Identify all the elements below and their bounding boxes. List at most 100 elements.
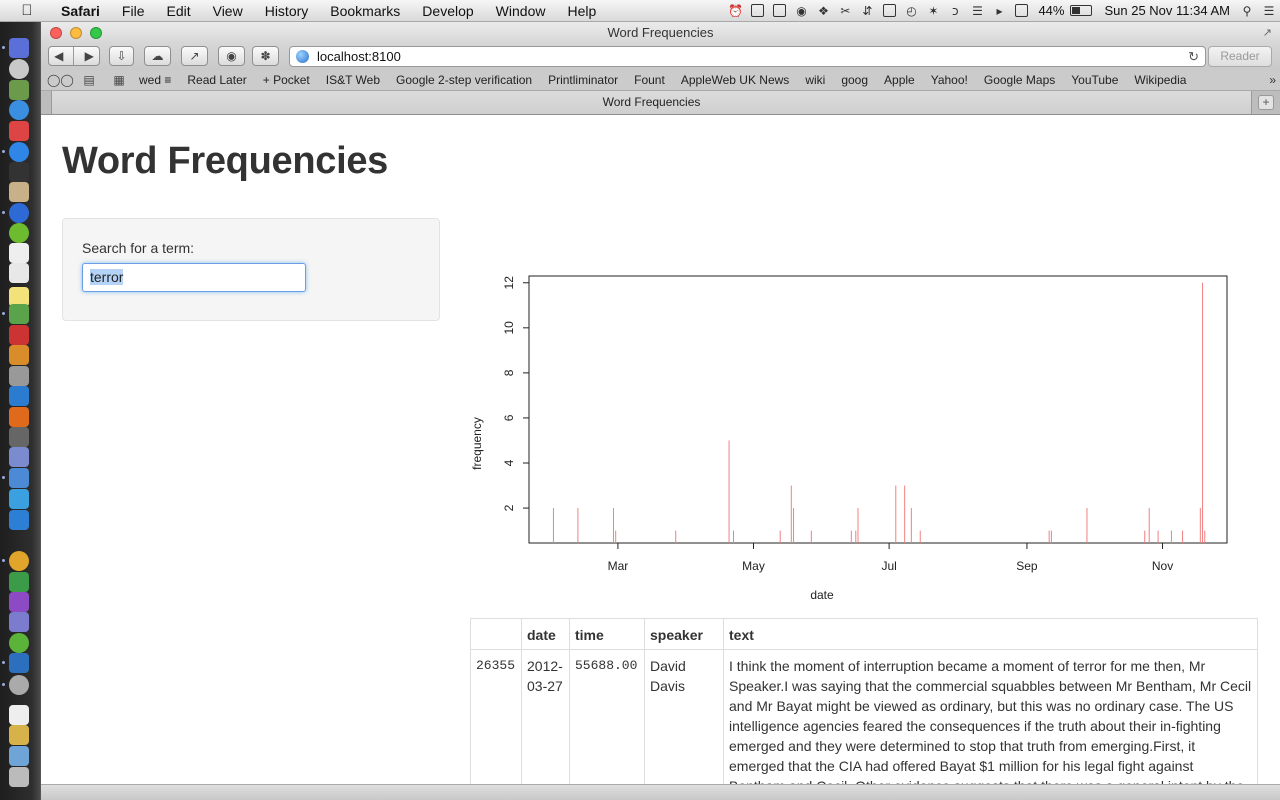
contacts-dock-icon[interactable] <box>9 182 29 202</box>
bookmark-wed[interactable]: wed ≡ <box>139 73 172 87</box>
column-header-text[interactable]: text <box>723 618 1258 650</box>
top-sites-grid-icon[interactable]: ▦ <box>113 73 125 87</box>
xcode-dock-icon[interactable] <box>2 468 29 488</box>
spotlight-search-icon[interactable]: ⚲ <box>1242 3 1252 18</box>
mail-dock-icon[interactable] <box>9 510 29 530</box>
volume-icon[interactable]: ▸ <box>996 3 1003 18</box>
bookmark-printliminator[interactable]: Printliminator <box>548 73 619 87</box>
media-dock-icon[interactable] <box>9 612 29 632</box>
reminders-dock-icon[interactable] <box>9 263 29 283</box>
bluetooth-icon[interactable]: כ <box>952 3 959 18</box>
bookmark-wiki[interactable]: wiki <box>805 73 826 87</box>
chrome-dock-icon[interactable] <box>2 551 29 571</box>
reload-icon[interactable]: ↻ <box>1188 48 1199 64</box>
safari-dock-icon[interactable] <box>2 142 29 162</box>
sync-status-icon[interactable]: ⇵ <box>862 3 873 18</box>
evernote-dock-icon[interactable] <box>2 304 29 324</box>
bookmark-pocket[interactable]: + Pocket <box>262 73 310 87</box>
screen-capture-icon[interactable] <box>746 3 768 19</box>
bookmarks-book-icon[interactable]: ▤ <box>83 73 95 87</box>
photos-dock-icon[interactable] <box>9 80 29 100</box>
excel-dock-icon[interactable] <box>9 572 29 592</box>
editor-dock-icon[interactable] <box>9 447 29 467</box>
powerpoint-dock-icon[interactable] <box>9 407 29 427</box>
app-store-dock-icon[interactable] <box>9 100 29 120</box>
battery-monitor-icon[interactable] <box>878 3 900 19</box>
bookmark-wikipedia[interactable]: Wikipedia <box>1134 73 1187 87</box>
notes-icon[interactable] <box>768 3 790 19</box>
menu-history[interactable]: History <box>264 2 309 19</box>
reading-list-icon[interactable]: ◯◯ <box>47 73 74 87</box>
spinner-icon[interactable]: ✶ <box>928 3 939 18</box>
documents-dock-icon[interactable] <box>9 705 29 725</box>
bookmark-apple[interactable]: Apple <box>884 73 915 87</box>
downloads-button[interactable]: ⇩ <box>109 46 134 66</box>
column-header-speaker[interactable]: speaker <box>644 618 724 650</box>
time-machine-icon[interactable]: ◴ <box>906 3 917 18</box>
office-dock-icon[interactable] <box>9 325 29 345</box>
back-icon[interactable]: ◀ <box>54 49 64 63</box>
search-input-value[interactable]: terror <box>90 269 124 285</box>
bookmark-ist-web[interactable]: IS&T Web <box>325 73 381 87</box>
bookmark-read-later[interactable]: Read Later <box>187 73 247 87</box>
menu-file[interactable]: File <box>121 2 145 19</box>
new-tab-button[interactable]: + <box>1258 95 1274 110</box>
bookmark-yahoo[interactable]: Yahoo! <box>930 73 968 87</box>
url-text[interactable]: localhost:8100 <box>317 49 401 64</box>
bookmark-goog[interactable]: goog <box>841 73 869 87</box>
develop-tools-button[interactable]: ✽ <box>252 46 279 66</box>
calendar-dock-icon[interactable] <box>9 243 29 263</box>
reader-button[interactable]: Reader <box>1208 46 1272 67</box>
wifi-icon[interactable]: ☰ <box>972 3 983 18</box>
system-preferences-dock-icon[interactable] <box>9 366 29 386</box>
menu-clock[interactable]: Sun 25 Nov 11:34 AM <box>1104 3 1230 18</box>
menu-app-safari[interactable]: Safari <box>61 2 100 19</box>
coda-dock-icon[interactable] <box>9 633 29 653</box>
apple-menu-icon[interactable]:  <box>18 2 36 19</box>
search-input[interactable]: terror <box>82 263 306 292</box>
share-button[interactable]: ↗ <box>181 46 208 66</box>
evernote-clip-button[interactable]: ◉ <box>218 46 245 66</box>
keyboard-input-icon[interactable] <box>1010 3 1032 19</box>
menu-bookmarks[interactable]: Bookmarks <box>330 2 401 19</box>
bookmark-youtube[interactable]: YouTube <box>1071 73 1119 87</box>
fullscreen-icon[interactable]: ↗ <box>1262 27 1272 39</box>
notification-center-icon[interactable]: ☰ <box>1263 3 1275 18</box>
column-header-id[interactable] <box>470 618 522 650</box>
menu-edit[interactable]: Edit <box>166 2 191 19</box>
battery-percent[interactable]: 44% <box>1038 3 1065 18</box>
bookmarks-overflow-chevron-icon[interactable]: » <box>1269 73 1276 87</box>
icloud-tabs-button[interactable]: ☁ <box>144 46 171 66</box>
spotify-dock-icon[interactable] <box>9 223 29 243</box>
preview-dock-icon[interactable] <box>9 121 29 141</box>
bookmark-google-maps[interactable]: Google Maps <box>983 73 1056 87</box>
minimize-window-button[interactable] <box>70 27 82 39</box>
stickies-dock-icon[interactable] <box>9 287 29 307</box>
menu-develop[interactable]: Develop <box>422 2 474 19</box>
dropbox-icon[interactable]: ❖ <box>818 3 829 18</box>
zoom-window-button[interactable] <box>90 27 102 39</box>
menu-view[interactable]: View <box>212 2 243 19</box>
address-bar[interactable]: localhost:8100 ↻ <box>289 46 1206 67</box>
applications-folder-dock-icon[interactable] <box>9 746 29 766</box>
battery-icon[interactable] <box>1070 5 1093 16</box>
column-header-time[interactable]: time <box>569 618 645 650</box>
launchpad-dock-icon[interactable] <box>9 59 29 79</box>
itunes-dock-icon[interactable] <box>2 203 29 223</box>
bookmark-google-2-step[interactable]: Google 2-step verification <box>396 73 533 87</box>
iphoto-dock-icon[interactable] <box>9 345 29 365</box>
scissors-icon[interactable]: ✂ <box>840 3 851 18</box>
messages-dock-icon[interactable] <box>9 489 29 509</box>
r-dock-icon[interactable] <box>2 675 29 695</box>
bookmark-appleweb-uk-news[interactable]: AppleWeb UK News <box>680 73 790 87</box>
tab-word-frequencies[interactable]: Word Frequencies <box>51 91 1252 114</box>
bookmark-fount[interactable]: Fount <box>634 73 665 87</box>
utility-dock-icon[interactable] <box>9 427 29 447</box>
menu-window[interactable]: Window <box>495 2 546 19</box>
camera-icon[interactable]: ◉ <box>796 3 807 18</box>
terminal-dock-icon[interactable] <box>2 653 29 673</box>
word-dock-icon[interactable] <box>9 386 29 406</box>
facetime-dock-icon[interactable] <box>9 162 29 182</box>
onenote-dock-icon[interactable] <box>9 592 29 612</box>
close-window-button[interactable] <box>50 27 62 39</box>
